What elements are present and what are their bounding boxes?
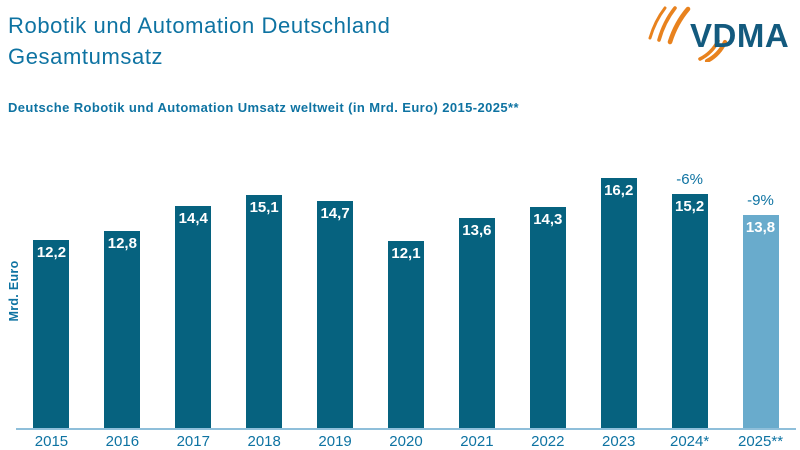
bar-2021: 13,6	[458, 218, 495, 428]
x-tick-label: 2016	[105, 433, 140, 450]
chart-column-2024: -6% 15,2	[654, 158, 725, 428]
x-tick-label: 2023	[602, 433, 636, 450]
bar-2017: 14,4	[175, 205, 212, 428]
chart-column-2021: 13,6	[441, 158, 512, 428]
bar-chart-plot-area: 12,2 12,8 14,4 15,1 14,7 12,1 13,6 14,3 16,2 -6% 1…	[16, 158, 796, 430]
x-tick-label: 2019	[318, 433, 352, 450]
chart-column-2022: 14,3	[512, 158, 583, 428]
bar-2024: 15,2	[671, 193, 708, 428]
chart-column-2015: 12,2	[16, 158, 87, 428]
chart-column-2020: 12,1	[371, 158, 442, 428]
bar-2022: 14,3	[529, 207, 566, 428]
bar-value-label: 13,8	[745, 219, 776, 237]
x-tick-label: 2020	[389, 433, 423, 450]
bar-2025: 13,8	[742, 215, 779, 428]
chart-column-2018: 15,1	[229, 158, 300, 428]
bar-value-label: 14,7	[320, 205, 350, 223]
bar-value-label: 12,1	[391, 245, 421, 263]
bar-2019: 14,7	[317, 201, 354, 428]
bar-value-label: 14,3	[533, 211, 563, 229]
bar-value-label: 14,4	[178, 209, 208, 227]
bar-2015: 12,2	[33, 239, 70, 428]
chart-column-2025: -9% 13,8	[725, 158, 796, 428]
pct-change-label: -9%	[747, 192, 774, 210]
bar-2020: 12,1	[387, 241, 424, 428]
x-tick-label: 2015	[34, 433, 69, 450]
bar-value-label: 12,2	[36, 243, 67, 261]
x-tick-label: 2018	[247, 433, 281, 450]
bar-value-label: 13,6	[462, 222, 492, 240]
page-title-line2: Gesamtumsatz	[8, 44, 164, 69]
logo-swoosh-icon	[648, 6, 728, 62]
x-tick-label: 2017	[176, 433, 210, 450]
bar-2023: 16,2	[600, 178, 637, 428]
chart-column-2016: 12,8	[87, 158, 158, 428]
chart-column-2017: 14,4	[158, 158, 229, 428]
page-title-line1: Robotik und Automation Deutschland	[8, 13, 391, 38]
chart-column-2019: 14,7	[300, 158, 371, 428]
bar-2016: 12,8	[104, 230, 141, 428]
chart-column-2023: 16,2	[583, 158, 654, 428]
bar-2018: 15,1	[246, 195, 283, 428]
x-tick-label: 2022	[531, 433, 565, 450]
bar-value-label: 16,2	[604, 182, 634, 200]
page-title: Robotik und Automation Deutschland Gesam…	[8, 10, 390, 72]
logo-text: VDMA	[690, 17, 789, 54]
pct-change-label: -6%	[676, 170, 703, 188]
bar-value-label: 15,1	[249, 199, 279, 216]
x-tick-label: 2021	[460, 433, 494, 450]
bar-value-label: 15,2	[675, 197, 705, 215]
x-tick-label: 2024*	[670, 433, 710, 450]
x-tick-label: 2025**	[737, 433, 784, 450]
chart-title: Deutsche Robotik und Automation Umsatz w…	[8, 100, 519, 115]
bar-value-label: 12,8	[107, 234, 137, 252]
x-axis-labels: 2015 2016 2017 2018 2019 2020 2021 2022 2023 2024…	[16, 433, 796, 450]
vdma-logo: VDMA	[648, 6, 789, 62]
